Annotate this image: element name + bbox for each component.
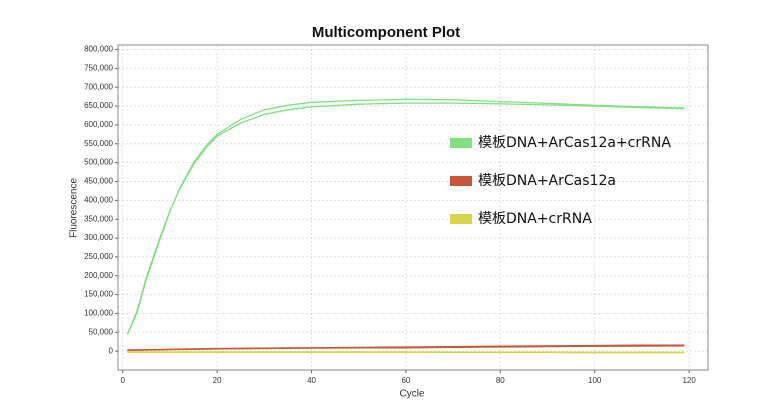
y-tick-label: 250,000 (84, 252, 113, 261)
y-tick-label: 450,000 (84, 177, 113, 186)
legend-swatch (450, 138, 472, 148)
y-tick-label: 400,000 (84, 195, 113, 204)
chart-title: Multicomponent Plot (312, 24, 460, 41)
y-tick-label: 700,000 (84, 82, 113, 91)
x-axis-label: Cycle (399, 389, 424, 400)
x-tick-label: 20 (213, 376, 222, 385)
y-tick-label: 100,000 (84, 309, 113, 318)
y-tick-label: 200,000 (84, 271, 113, 280)
y-axis-label: Fluorescence (69, 178, 80, 238)
x-tick-label: 0 (120, 376, 125, 385)
y-tick-label: 300,000 (84, 233, 113, 242)
legend-label: 模板DNA+crRNA (478, 211, 592, 227)
data-line (127, 345, 685, 352)
legend-label: 模板DNA+ArCas12a (478, 173, 616, 189)
legend-swatch (450, 176, 472, 186)
x-tick-label: 80 (496, 376, 505, 385)
y-tick-label: 500,000 (84, 158, 113, 167)
y-tick-label: 650,000 (84, 101, 113, 110)
x-tick-label: 120 (682, 376, 696, 385)
y-tick-label: 350,000 (84, 214, 113, 223)
y-tick-label: 800,000 (84, 45, 113, 54)
y-tick-label: 750,000 (84, 63, 113, 72)
plot-frame (117, 44, 709, 371)
x-tick-label: 100 (588, 376, 602, 385)
y-tick-label: 550,000 (84, 139, 113, 148)
y-tick-label: 150,000 (84, 290, 113, 299)
legend-label: 模板DNA+ArCas12a+crRNA (478, 135, 671, 151)
x-tick-label: 60 (401, 376, 410, 385)
y-tick-label: 600,000 (84, 120, 113, 129)
legend-swatch (450, 214, 472, 224)
y-tick-label: 50,000 (89, 327, 114, 336)
data-line (126, 102, 685, 335)
y-tick-label: 0 (109, 346, 114, 355)
x-tick-label: 40 (307, 376, 316, 385)
